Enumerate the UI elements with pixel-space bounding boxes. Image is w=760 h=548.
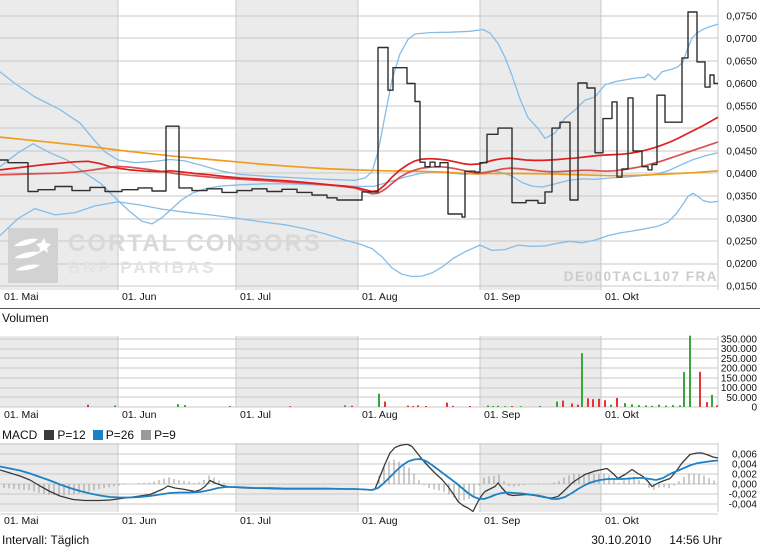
macd-panel: 01. Mai 01. Jun 01. Jul 01. Aug 01. Sep 01. O…	[0, 443, 757, 527]
volume-panel: 01. Mai 01. Jun 01. Jul 01. Aug 01. Sep 01. O…	[0, 335, 758, 421]
svg-text:01. Aug: 01. Aug	[362, 515, 398, 527]
volume-bars	[87, 335, 718, 407]
macd-p26-label: P=26	[105, 428, 135, 442]
macd-month-bands	[0, 443, 601, 512]
volume-month-labels: 01. Mai 01. Jun 01. Jul 01. Aug 01. Sep 01. O…	[4, 409, 639, 421]
svg-text:0,0650: 0,0650	[726, 57, 757, 68]
svg-text:01. Sep: 01. Sep	[484, 515, 520, 527]
svg-text:0,0450: 0,0450	[726, 147, 757, 158]
macd-p26-swatch-icon	[92, 430, 103, 440]
svg-text:0,006: 0,006	[732, 450, 757, 461]
price-ytick-labels: 0,0750 0,0700 0,0650 0,0600 0,0550 0,0500 0,04…	[726, 12, 757, 293]
svg-text:-0,004: -0,004	[729, 500, 758, 511]
price-gridlines	[0, 0, 719, 290]
svg-text:50.000: 50.000	[726, 393, 757, 404]
svg-text:-0,002: -0,002	[729, 490, 758, 501]
svg-text:0,000: 0,000	[732, 480, 757, 491]
svg-text:01. Mai: 01. Mai	[4, 291, 38, 303]
svg-text:300.000: 300.000	[721, 344, 758, 355]
svg-text:01. Mai: 01. Mai	[4, 515, 38, 527]
macd-legend: MACD P=12 P=26 P=9	[2, 428, 176, 442]
svg-text:0,0350: 0,0350	[726, 192, 757, 203]
volume-gridlines	[0, 336, 719, 408]
svg-text:01. Aug: 01. Aug	[362, 291, 398, 303]
macd-legend-item-p26: P=26	[92, 428, 135, 442]
watermark-brand: CORTAL CONSORS	[68, 230, 322, 257]
volume-panel-title: Volumen	[2, 311, 49, 325]
svg-text:0,0400: 0,0400	[726, 169, 757, 180]
svg-text:0: 0	[751, 403, 757, 414]
svg-text:01. Sep: 01. Sep	[484, 291, 520, 303]
series-macd-line	[0, 443, 719, 513]
svg-text:01. Mai: 01. Mai	[4, 409, 38, 421]
svg-text:0,004: 0,004	[732, 460, 757, 471]
svg-text:01. Sep: 01. Sep	[484, 409, 520, 421]
volume-ytick-labels: 350.000300.000250.000200.000150.000100.0…	[721, 335, 758, 414]
series-ma-fast-red	[0, 116, 719, 193]
svg-text:01. Jun: 01. Jun	[122, 515, 157, 527]
series-signal-line	[0, 458, 719, 500]
price-panel: 01. Mai 01. Jun 01. Jul 01. Aug 01. Sep 01. O…	[0, 0, 757, 303]
svg-text:01. Jun: 01. Jun	[122, 409, 157, 421]
series-bollinger-middle	[0, 143, 719, 225]
interval-label: Intervall: Täglich	[2, 533, 90, 547]
macd-month-labels: 01. Mai 01. Jun 01. Jul 01. Aug 01. Sep 01. O…	[4, 515, 639, 527]
svg-text:01. Jun: 01. Jun	[122, 291, 157, 303]
macd-legend-item-p12: P=12	[44, 428, 86, 442]
svg-text:01. Aug: 01. Aug	[362, 409, 398, 421]
svg-text:01. Okt: 01. Okt	[605, 515, 639, 527]
svg-text:250.000: 250.000	[721, 354, 758, 365]
svg-text:0,0600: 0,0600	[726, 79, 757, 90]
svg-text:0,0250: 0,0250	[726, 237, 757, 248]
svg-text:0,0500: 0,0500	[726, 124, 757, 135]
svg-text:150.000: 150.000	[721, 373, 758, 384]
price-month-labels: 01. Mai 01. Jun 01. Jul 01. Aug 01. Sep 01. O…	[4, 291, 639, 303]
svg-text:0,0300: 0,0300	[726, 214, 757, 225]
svg-text:01. Okt: 01. Okt	[605, 291, 639, 303]
volume-month-bands	[0, 336, 601, 407]
svg-text:350.000: 350.000	[721, 335, 758, 346]
series-bollinger-lower	[0, 192, 719, 278]
macd-gridlines	[0, 443, 719, 515]
chart-time: 14:56 Uhr	[669, 533, 722, 547]
svg-text:0,002: 0,002	[732, 470, 757, 481]
svg-text:0,0200: 0,0200	[726, 259, 757, 270]
chart-date: 30.10.2010	[591, 533, 652, 547]
svg-text:100.000: 100.000	[721, 383, 758, 394]
timestamp: 30.10.2010 14:56 Uhr	[591, 533, 722, 547]
watermark-sub: BNP PARIBAS	[68, 258, 217, 277]
macd-panel-title: MACD	[2, 428, 38, 442]
svg-text:0,0150: 0,0150	[726, 282, 757, 293]
series-price-step	[0, 11, 718, 218]
macd-p12-label: P=12	[57, 428, 86, 442]
macd-legend-item-p9: P=9	[141, 428, 176, 442]
series-bollinger-upper	[0, 23, 719, 181]
svg-text:01. Jul: 01. Jul	[240, 515, 271, 527]
macd-p9-label: P=9	[154, 428, 176, 442]
macd-p12-swatch-icon	[44, 430, 55, 440]
svg-text:01. Okt: 01. Okt	[605, 409, 639, 421]
svg-text:200.000: 200.000	[721, 364, 758, 375]
series-ma-long-orange	[0, 136, 719, 177]
svg-text:01. Jul: 01. Jul	[240, 409, 271, 421]
watermark-instrument: DE000TACL107 FRA	[564, 269, 718, 284]
svg-text:0,0700: 0,0700	[726, 34, 757, 45]
svg-text:0,0550: 0,0550	[726, 102, 757, 113]
svg-text:01. Jul: 01. Jul	[240, 291, 271, 303]
svg-text:0,0750: 0,0750	[726, 12, 757, 23]
macd-p9-swatch-icon	[141, 430, 152, 440]
